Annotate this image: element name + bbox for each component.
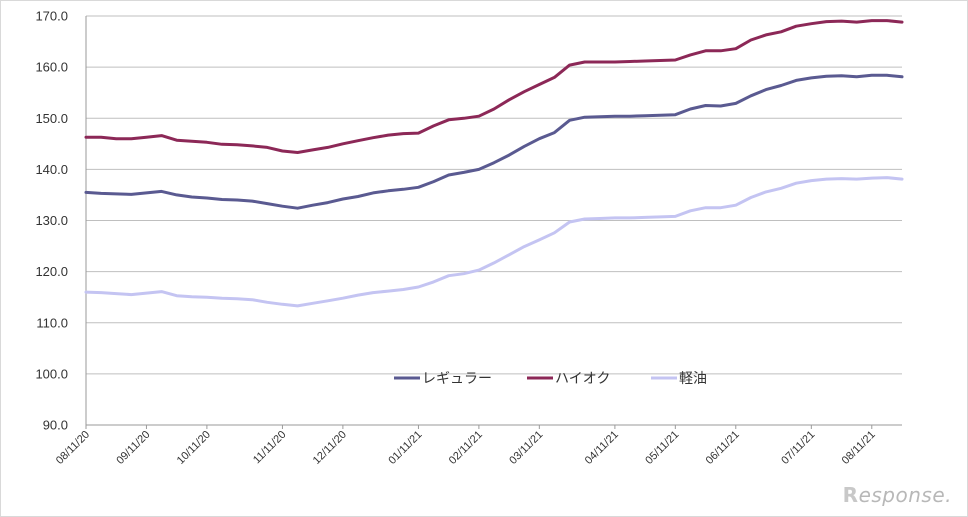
legend-label-2: ハイオク bbox=[555, 370, 610, 386]
series-line-2 bbox=[84, 19, 904, 154]
response-watermark: Response. bbox=[843, 483, 952, 507]
x-tick-label: 10/11/20 bbox=[175, 429, 213, 467]
x-tick-label: 12/11/20 bbox=[311, 429, 349, 467]
series-lines bbox=[84, 19, 904, 308]
x-tick-label: 01/11/21 bbox=[386, 429, 424, 467]
y-tick-label: 140.0 bbox=[35, 162, 68, 177]
x-tick-label: 03/11/21 bbox=[507, 429, 545, 467]
y-tick-label: 110.0 bbox=[36, 315, 68, 330]
y-tick-label: 120.0 bbox=[35, 264, 68, 279]
legend-label-1: レギュラー bbox=[422, 370, 492, 386]
x-tick-label: 07/11/21 bbox=[779, 429, 817, 467]
y-tick-label: 170.0 bbox=[35, 9, 68, 24]
x-tick-label: 09/11/20 bbox=[114, 429, 152, 467]
axes bbox=[85, 16, 902, 429]
x-tick-label: 05/11/21 bbox=[643, 429, 681, 467]
x-tick-label: 02/11/21 bbox=[447, 429, 485, 467]
x-tick-label: 04/11/21 bbox=[583, 429, 621, 467]
series-line-3 bbox=[84, 176, 904, 308]
y-tick-label: 150.0 bbox=[35, 111, 68, 126]
y-tick-label: 100.0 bbox=[35, 366, 68, 381]
legend: レギュラー ハイオク 軽油 bbox=[394, 370, 707, 386]
legend-label-3: 軽油 bbox=[679, 370, 707, 386]
y-tick-label: 90.0 bbox=[43, 418, 68, 433]
x-tick-label: 08/11/21 bbox=[840, 429, 878, 467]
watermark-mark: R bbox=[842, 483, 859, 507]
x-tick-label: 08/11/20 bbox=[54, 429, 92, 467]
y-axis-tick-labels: 90.0 100.0 110.0 120.0 130.0 140.0 150.0 160.0 1… bbox=[35, 9, 68, 433]
x-tick-label: 11/11/20 bbox=[251, 429, 289, 467]
y-tick-label: 130.0 bbox=[35, 213, 68, 228]
x-axis-tick-labels: 08/11/20 09/11/20 10/11/20 11/11/20 12/11/20… bbox=[54, 429, 878, 467]
x-tick-label: 06/11/21 bbox=[704, 429, 742, 467]
gridlines bbox=[86, 15, 902, 375]
y-tick-label: 160.0 bbox=[35, 60, 68, 75]
series-line-1 bbox=[84, 73, 904, 210]
watermark-text: esponse. bbox=[858, 483, 952, 507]
